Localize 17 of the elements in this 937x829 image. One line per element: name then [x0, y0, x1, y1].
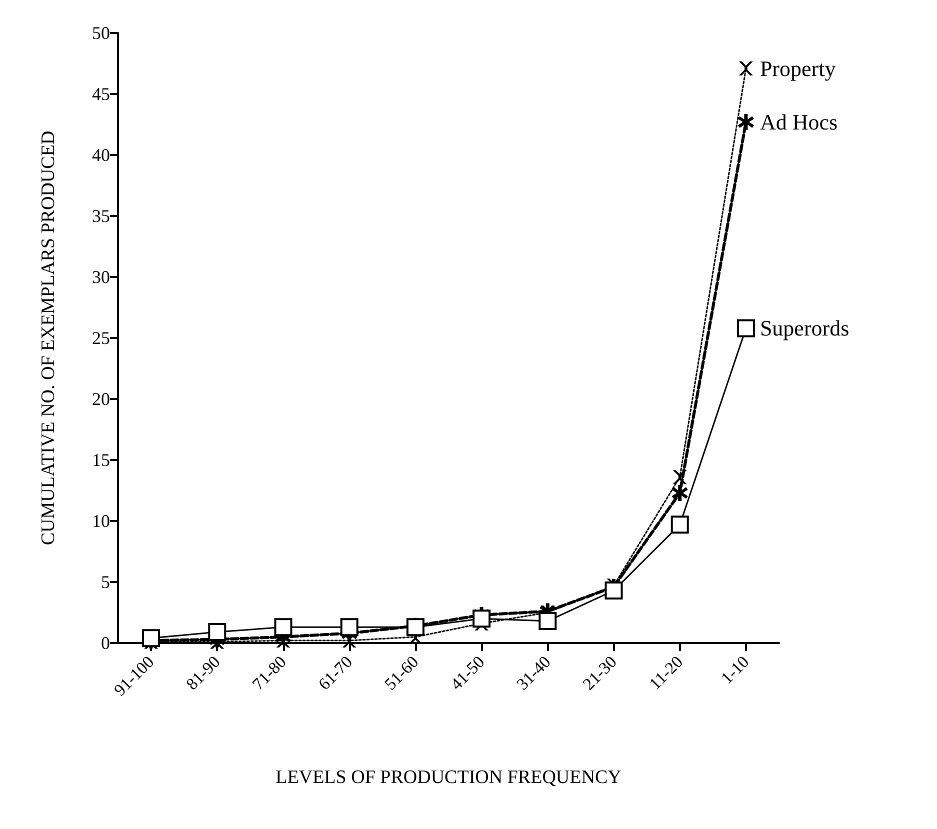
y-tick-label: 25: [92, 328, 110, 348]
y-tick-label: 45: [92, 84, 110, 104]
y-tick-label: 0: [101, 633, 110, 653]
y-tick-label: 35: [92, 206, 110, 226]
y-tick-label: 40: [92, 145, 110, 165]
series-label: Ad Hocs: [760, 110, 838, 135]
y-tick-label: 20: [92, 389, 110, 409]
series-label: Property: [760, 56, 836, 81]
y-tick-label: 30: [92, 267, 110, 287]
y-axis-title: CUMULATIVE NO. OF EXEMPLARS PRODUCED: [38, 130, 59, 546]
y-tick-label: 5: [101, 572, 110, 592]
x-axis-title: LEVELS OF PRODUCTION FREQUENCY: [276, 767, 622, 788]
x-tick-label: 1-10: [717, 652, 753, 688]
y-tick-label: 15: [92, 450, 110, 470]
series-label: Superords: [760, 316, 850, 341]
y-tick-label: 50: [92, 23, 110, 43]
y-tick-label: 10: [92, 511, 110, 531]
